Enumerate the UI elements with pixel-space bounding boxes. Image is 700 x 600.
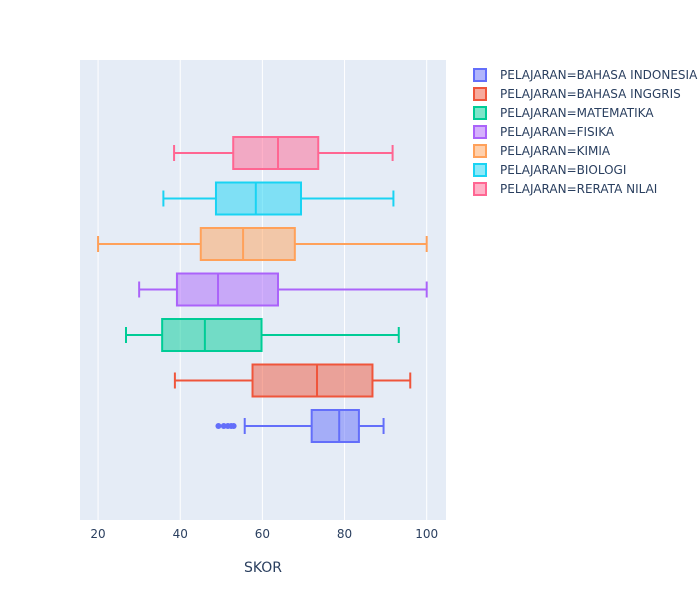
outlier-point <box>230 423 237 429</box>
x-tick-label: 100 <box>415 527 438 541</box>
x-axis-title: SKOR <box>244 560 282 576</box>
box-trace <box>173 136 394 170</box>
legend-swatch <box>473 87 487 101</box>
iqr-box <box>214 181 302 216</box>
legend-label: PELAJARAN=KIMIA <box>500 144 611 158</box>
legend-label: PELAJARAN=FISIKA <box>500 125 615 139</box>
outlier-point <box>215 423 222 429</box>
x-tick-label: 80 <box>337 527 352 541</box>
x-tick-label: 20 <box>90 527 105 541</box>
box-traces <box>97 136 428 443</box>
legend-label: PELAJARAN=BAHASA INGGRIS <box>500 87 681 101</box>
box-trace <box>162 181 395 216</box>
iqr-box <box>232 136 320 170</box>
legend-swatch <box>473 163 487 177</box>
legend-label: PELAJARAN=MATEMATIKA <box>500 106 654 120</box>
box-trace <box>125 318 400 352</box>
iqr-box <box>251 363 374 398</box>
iqr-box <box>199 227 296 261</box>
iqr-box <box>310 409 360 443</box>
legend-swatch <box>473 182 487 196</box>
legend-label: PELAJARAN=RERATA NILAI <box>500 182 657 196</box>
legend[interactable]: PELAJARAN=BAHASA INDONESIA PELAJARAN=BAHA… <box>473 68 698 196</box>
legend-item[interactable]: PELAJARAN=RERATA NILAI <box>473 182 657 196</box>
x-tick-label: 40 <box>173 527 188 541</box>
x-tick-labels: 20 40 60 80 100 <box>90 527 438 541</box>
legend-item[interactable]: PELAJARAN=KIMIA <box>473 144 611 158</box>
legend-swatch <box>473 144 487 158</box>
iqr-box <box>175 272 279 307</box>
legend-label: PELAJARAN=BIOLOGI <box>500 163 626 177</box>
legend-item[interactable]: PELAJARAN=BAHASA INDONESIA <box>473 68 698 82</box>
box-trace <box>173 363 412 398</box>
legend-swatch <box>473 68 487 82</box>
legend-label: PELAJARAN=BAHASA INDONESIA <box>500 68 698 82</box>
outlier-point <box>220 423 227 429</box>
legend-item[interactable]: PELAJARAN=FISIKA <box>473 125 615 139</box>
legend-swatch <box>473 125 487 139</box>
legend-swatch <box>473 106 487 120</box>
box-trace <box>215 409 385 443</box>
x-tick-label: 60 <box>255 527 270 541</box>
legend-item[interactable]: PELAJARAN=BIOLOGI <box>473 163 626 177</box>
legend-item[interactable]: PELAJARAN=BAHASA INGGRIS <box>473 87 681 101</box>
box-trace <box>138 272 428 307</box>
legend-item[interactable]: PELAJARAN=MATEMATIKA <box>473 106 654 120</box>
box-trace <box>97 227 428 261</box>
iqr-box <box>161 318 263 352</box>
